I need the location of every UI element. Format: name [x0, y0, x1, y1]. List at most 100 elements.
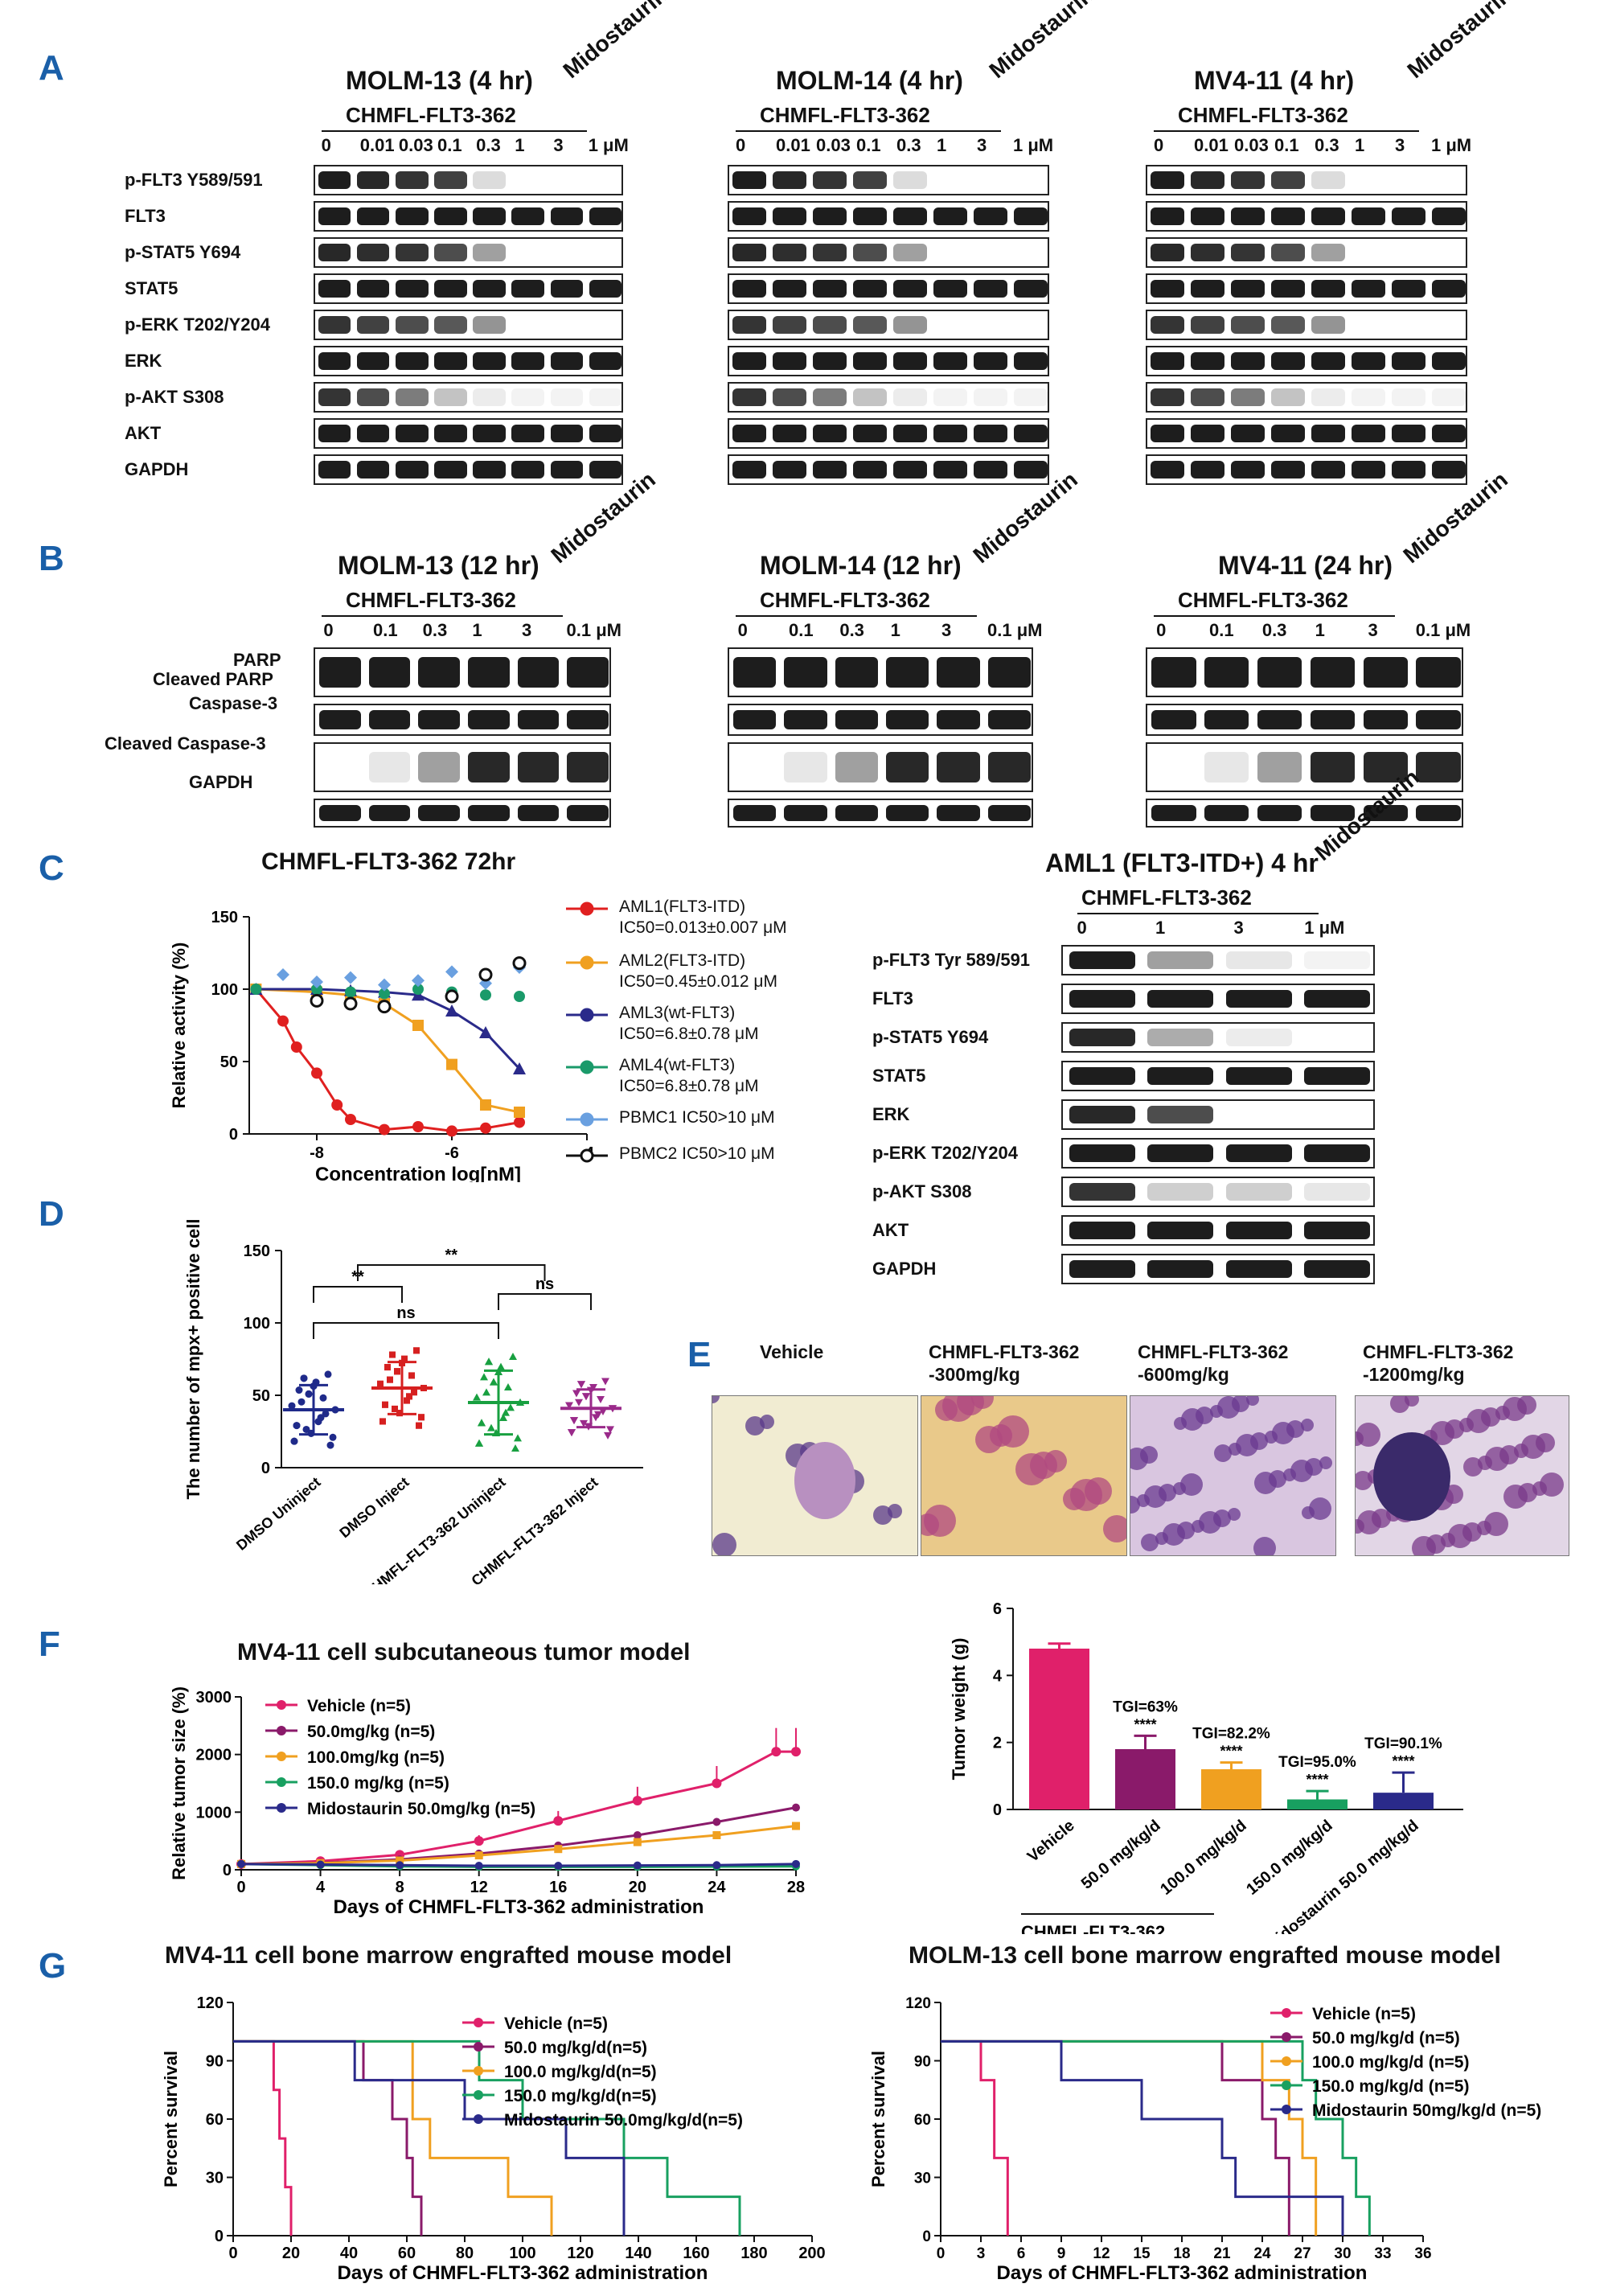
y-tick-label: 100	[211, 981, 238, 999]
blot-band	[467, 752, 510, 782]
data-point	[580, 1419, 588, 1427]
blot-band	[434, 352, 467, 370]
blot-band	[893, 171, 927, 189]
blot-strip	[1146, 742, 1463, 792]
blot-band	[813, 461, 847, 479]
data-point	[343, 996, 358, 1011]
blot-band	[517, 710, 560, 729]
x-tick-label: 0	[236, 1879, 245, 1896]
cell	[1518, 1483, 1537, 1502]
blot-band	[1363, 657, 1408, 688]
dose-label: 0.01	[1194, 135, 1229, 155]
data-point	[445, 989, 459, 1004]
blot-band	[473, 461, 506, 479]
data-point	[490, 1378, 498, 1386]
blot-band	[853, 280, 887, 298]
dose-label: 0.3	[896, 135, 921, 155]
data-point	[310, 975, 323, 988]
blot-band	[1271, 461, 1305, 479]
dose-label: 1	[937, 135, 947, 155]
blot-band	[567, 752, 609, 782]
stars-label: ****	[1392, 1753, 1414, 1769]
data-point	[473, 1393, 481, 1401]
blot-strip	[1061, 1177, 1375, 1207]
bar	[1373, 1793, 1434, 1809]
blot-band	[356, 280, 390, 298]
blot-band	[937, 710, 980, 729]
dose-label: 3	[1233, 918, 1244, 938]
blot-band	[1231, 171, 1265, 189]
legend-label: Midostaurin 50.0mg/kg/d(n=5)	[504, 2111, 743, 2130]
blot-band	[813, 244, 847, 261]
blot-band	[1191, 207, 1224, 225]
dose-bracket-line	[322, 130, 587, 132]
cell	[1141, 1534, 1159, 1551]
data-point	[302, 1425, 310, 1433]
blot-band	[1147, 1067, 1214, 1085]
blot-band	[1392, 425, 1425, 442]
blot-band	[1352, 352, 1385, 370]
data-point	[412, 984, 424, 995]
dose-label: 0.3	[422, 620, 448, 640]
blot-band	[396, 461, 429, 479]
dose-bracket-line	[322, 615, 563, 617]
blot-band	[1310, 804, 1356, 822]
blot-band	[773, 244, 806, 261]
data-point	[314, 1418, 322, 1426]
blot-band	[835, 657, 878, 688]
series-line	[941, 2039, 1009, 2236]
mido-dose-label: 0.1 μM	[987, 620, 1043, 640]
legend-symbol	[474, 2066, 483, 2076]
data-point	[480, 989, 491, 1001]
legend-ic50: IC50=6.8±0.78 μM	[619, 1077, 759, 1095]
blot-band	[1271, 388, 1305, 406]
cell	[1444, 1485, 1463, 1504]
blot-band	[1304, 1144, 1371, 1162]
blot-band	[1204, 657, 1249, 688]
blot-row-label: AKT	[872, 1220, 909, 1240]
blot-band	[835, 804, 878, 822]
blot-band	[318, 388, 351, 406]
blot-band	[396, 425, 429, 442]
blot-band	[835, 752, 878, 782]
legend-marker	[566, 1112, 608, 1127]
blot-row-label: STAT5	[872, 1066, 926, 1086]
x-tick-label: 18	[1173, 2245, 1190, 2262]
blot-strip	[1146, 237, 1467, 268]
y-tick-label: 90	[206, 2053, 224, 2071]
cell	[1180, 1473, 1203, 1496]
data-point	[344, 971, 357, 984]
legend-marker	[566, 1060, 608, 1074]
legend-symbol	[474, 2018, 483, 2027]
data-point	[277, 1015, 289, 1027]
blot-strip	[728, 742, 1033, 792]
cell	[1319, 1456, 1332, 1469]
blot-band	[511, 207, 544, 225]
blot-band	[1416, 804, 1461, 822]
dose-label: 0.01	[776, 135, 810, 155]
cell	[1462, 1522, 1482, 1542]
blot-band	[1147, 1106, 1214, 1123]
cell	[1405, 1396, 1419, 1407]
blot-band	[1432, 280, 1466, 298]
blot-band	[567, 710, 609, 729]
blot-band	[1231, 352, 1265, 370]
blot-band	[318, 657, 361, 688]
legend-label: 150.0 mg/kg (n=5)	[307, 1774, 449, 1793]
legend-label: Vehicle (n=5)	[504, 2015, 608, 2033]
blot-row-label: GAPDH	[872, 1259, 937, 1279]
legend-symbol	[580, 1112, 594, 1127]
group-label: CHMFL-FLT3-362	[1021, 1922, 1165, 1934]
blot-band	[937, 657, 980, 688]
legend-symbol	[1282, 2008, 1291, 2018]
data-point	[568, 1429, 576, 1437]
blot-band	[974, 207, 1007, 225]
x-tick-label: -6	[445, 1144, 459, 1162]
y-tick-label: 2000	[196, 1747, 232, 1764]
dose-label: 0.3	[839, 620, 864, 640]
cell	[1286, 1420, 1304, 1438]
legend-label: Midostaurin 50mg/kg/d (n=5)	[1312, 2101, 1541, 2120]
data-point	[277, 968, 289, 981]
data-point	[411, 1389, 417, 1396]
blot-row-label: ERK	[125, 351, 162, 371]
